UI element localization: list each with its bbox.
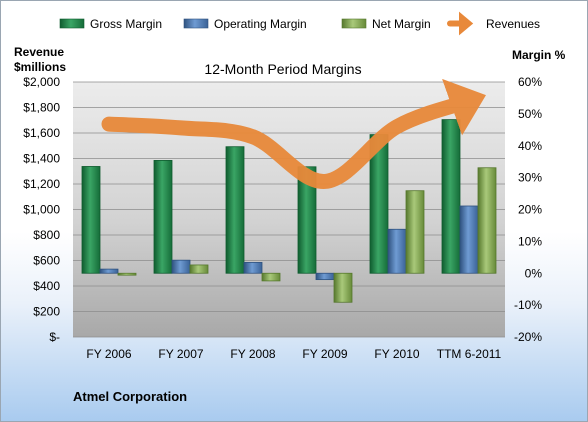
legend-swatch-operating-margin <box>183 18 209 29</box>
revenue-line <box>101 78 486 189</box>
legend-label-net-margin: Net Margin <box>372 17 431 31</box>
category-label: FY 2006 <box>86 347 131 361</box>
company-name: Atmel Corporation <box>73 389 187 404</box>
category-label: TTM 6-2011 <box>437 347 502 361</box>
right-tick-label: -20% <box>514 330 542 344</box>
left-tick-label: $1,200 <box>23 177 60 191</box>
left-tick-label: $2,000 <box>23 75 60 89</box>
bars <box>81 119 497 303</box>
operating-margin-bar <box>99 268 119 274</box>
net-margin-bar <box>405 190 425 274</box>
left-axis-title-line1: Revenue <box>14 45 64 59</box>
right-tick-label: -10% <box>514 298 542 312</box>
x-axis: FY 2006 FY 2007 FY 2008 FY 2009 FY 2010 TTM 6… <box>86 347 501 361</box>
gross-margin-bar <box>153 160 173 274</box>
category-label: FY 2008 <box>230 347 275 361</box>
left-tick-label: $200 <box>33 305 60 319</box>
gross-margin-bar <box>81 166 101 274</box>
legend: Gross Margin Operating Margin Net Margin… <box>59 11 540 36</box>
right-tick-label: 0% <box>525 266 543 280</box>
right-tick-label: 10% <box>518 234 542 248</box>
right-tick-label: 40% <box>518 139 542 153</box>
category-label: FY 2007 <box>158 347 203 361</box>
legend-label-operating-margin: Operating Margin <box>214 17 307 31</box>
left-axis-title-line2: $millions <box>14 60 66 74</box>
right-tick-label: 30% <box>518 171 542 185</box>
left-tick-label: $400 <box>33 279 60 293</box>
legend-label-revenues: Revenues <box>486 17 540 31</box>
left-tick-label: $1,000 <box>23 203 60 217</box>
gross-margin-bar <box>225 146 245 274</box>
category-label: FY 2009 <box>302 347 347 361</box>
net-margin-bar <box>261 272 281 282</box>
operating-margin-bar <box>315 272 335 281</box>
right-tick-label: 20% <box>518 203 542 217</box>
right-tick-label: 60% <box>518 75 542 89</box>
legend-swatch-net-margin <box>341 18 367 29</box>
legend-label-gross-margin: Gross Margin <box>90 17 162 31</box>
left-tick-label: $600 <box>33 254 60 268</box>
operating-margin-bar <box>171 259 191 274</box>
left-tick-label: $800 <box>33 228 60 242</box>
operating-margin-bar <box>243 262 263 274</box>
legend-swatch-gross-margin <box>59 18 85 29</box>
chart-title: 12-Month Period Margins <box>204 61 361 77</box>
left-tick-label: $1,400 <box>23 152 60 166</box>
right-axis: -20% -10% 0% 10% 20% 30% 40% 50% 60% <box>514 75 542 344</box>
net-margin-bar <box>477 167 497 274</box>
right-axis-title: Margin % <box>512 48 566 62</box>
operating-margin-bar <box>387 228 407 274</box>
net-margin-bar <box>189 264 209 274</box>
net-margin-bar <box>117 272 137 276</box>
left-tick-label: $1,600 <box>23 126 60 140</box>
gross-margin-bar <box>297 166 317 274</box>
right-tick-label: 50% <box>518 107 542 121</box>
category-label: FY 2010 <box>374 347 419 361</box>
operating-margin-bar <box>459 205 479 274</box>
left-axis: $- $200 $400 $600 $800 $1,000 $1,200 $1,400 $1,6… <box>23 75 60 344</box>
gross-margin-bar <box>441 119 461 274</box>
left-tick-label: $- <box>49 330 60 344</box>
net-margin-bar <box>333 272 353 303</box>
left-tick-label: $1,800 <box>23 101 60 115</box>
revenues-line <box>101 78 486 189</box>
